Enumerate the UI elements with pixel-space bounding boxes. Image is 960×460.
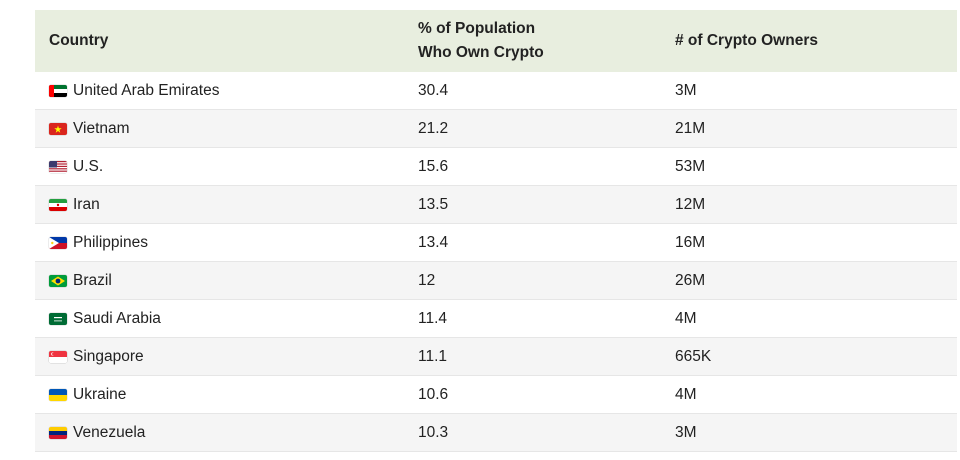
table-header: Country % of Population Who Own Crypto #… — [35, 10, 957, 72]
flag-ukraine-icon — [49, 388, 67, 401]
country-cell: Ukraine — [35, 386, 418, 404]
flag-us-icon — [49, 160, 67, 173]
country-name: Venezuela — [73, 423, 146, 441]
header-owners: # of Crypto Owners — [675, 32, 818, 49]
country-name: Ukraine — [73, 385, 127, 403]
owners-cell: 26M — [675, 271, 706, 289]
country-cell: U.S. — [35, 158, 418, 176]
country-name: Philippines — [73, 233, 148, 251]
country-name: United Arab Emirates — [73, 81, 220, 99]
percent-cell: 15.6 — [418, 157, 449, 175]
country-name: Iran — [73, 195, 100, 213]
header-percent-line-2: Who Own Crypto — [418, 44, 544, 61]
table-row: Ukraine 10.6 4M — [35, 376, 957, 414]
country-cell: Venezuela — [35, 424, 418, 442]
table-row: Philippines 13.4 16M — [35, 224, 957, 262]
country-name: Singapore — [73, 347, 144, 365]
country-name: Brazil — [73, 271, 112, 289]
table-row: Saudi Arabia 11.4 4M — [35, 300, 957, 338]
country-cell: Iran — [35, 196, 418, 214]
percent-cell: 30.4 — [418, 81, 449, 99]
percent-cell: 11.1 — [418, 347, 448, 365]
flag-iran-icon — [49, 198, 67, 211]
owners-cell: 3M — [675, 423, 697, 441]
flag-saudi-arabia-icon — [49, 312, 67, 325]
percent-cell: 13.4 — [418, 233, 449, 251]
country-cell: Philippines — [35, 234, 418, 252]
flag-uae-icon — [49, 84, 67, 97]
flag-singapore-icon — [49, 350, 67, 363]
table-row: Vietnam 21.2 21M — [35, 110, 957, 148]
owners-cell: 4M — [675, 309, 697, 327]
country-name: Saudi Arabia — [73, 309, 161, 327]
header-percent-line-1: % of Population — [418, 20, 536, 37]
country-cell: Saudi Arabia — [35, 310, 418, 328]
crypto-ownership-table: Country % of Population Who Own Crypto #… — [35, 10, 957, 452]
flag-philippines-icon — [49, 236, 67, 249]
country-name: Vietnam — [73, 119, 130, 137]
owners-cell: 21M — [675, 119, 706, 137]
flag-brazil-icon — [49, 274, 67, 287]
country-name: U.S. — [73, 157, 104, 175]
percent-cell: 21.2 — [418, 119, 449, 137]
owners-cell: 665K — [675, 347, 712, 365]
percent-cell: 10.6 — [418, 385, 449, 403]
header-country: Country — [49, 32, 109, 49]
country-cell: Vietnam — [35, 120, 418, 138]
owners-cell: 12M — [675, 195, 706, 213]
owners-cell: 53M — [675, 157, 706, 175]
header-percent: % of Population Who Own Crypto — [418, 17, 675, 65]
owners-cell: 4M — [675, 385, 697, 403]
table-row: Brazil 12 26M — [35, 262, 957, 300]
country-cell: Singapore — [35, 348, 418, 366]
flag-venezuela-icon — [49, 426, 67, 439]
table-row: U.S. 15.6 53M — [35, 148, 957, 186]
country-cell: Brazil — [35, 272, 418, 290]
percent-cell: 11.4 — [418, 309, 448, 327]
table-body: United Arab Emirates 30.4 3M Vietnam 21.2 21M… — [35, 72, 957, 452]
percent-cell: 13.5 — [418, 195, 449, 213]
country-cell: United Arab Emirates — [35, 82, 418, 100]
percent-cell: 10.3 — [418, 423, 449, 441]
table-row: United Arab Emirates 30.4 3M — [35, 72, 957, 110]
owners-cell: 3M — [675, 81, 697, 99]
table-row: Iran 13.5 12M — [35, 186, 957, 224]
table-row: Singapore 11.1 665K — [35, 338, 957, 376]
flag-vietnam-icon — [49, 122, 67, 135]
table-row: Venezuela 10.3 3M — [35, 414, 957, 452]
percent-cell: 12 — [418, 271, 436, 289]
owners-cell: 16M — [675, 233, 706, 251]
